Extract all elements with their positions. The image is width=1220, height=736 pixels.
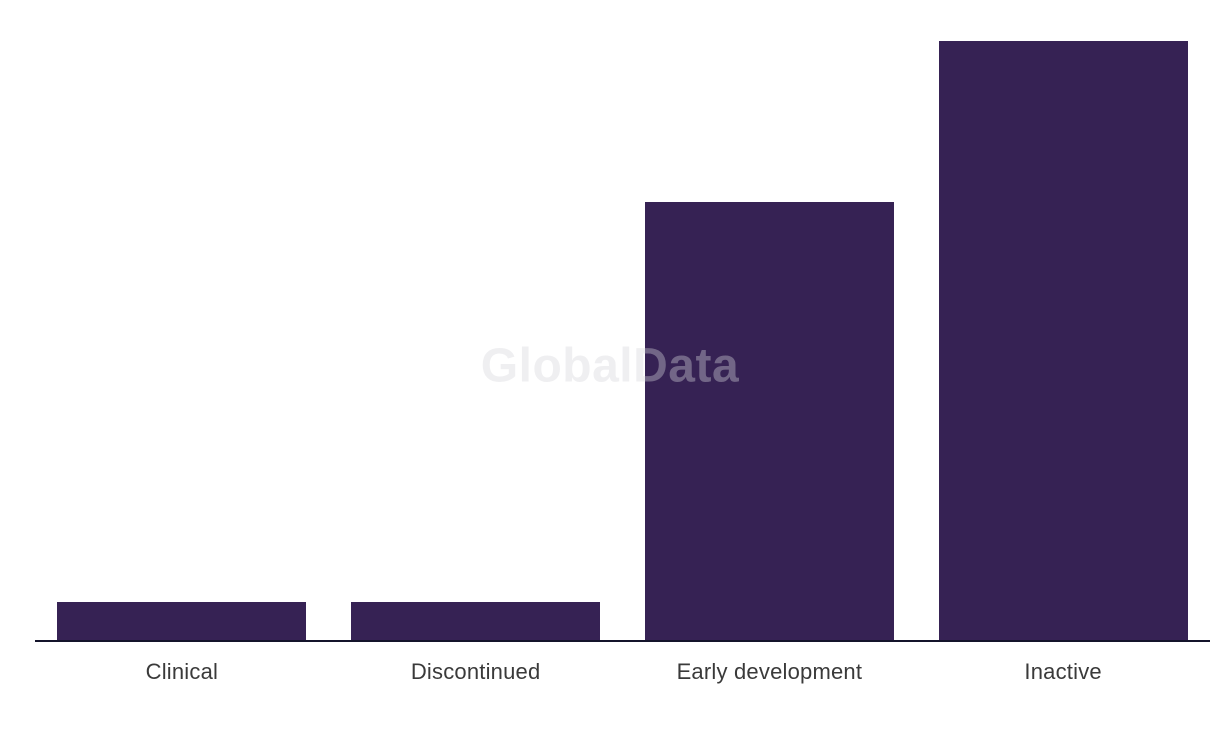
x-axis-line	[35, 640, 1210, 642]
bar-slot-discontinued	[329, 41, 623, 640]
bar-slot-inactive	[916, 41, 1210, 640]
bar-discontinued[interactable]	[351, 602, 601, 640]
bar-inactive[interactable]	[938, 41, 1188, 640]
x-axis-label-clinical: Clinical	[145, 659, 219, 684]
x-axis-label-inactive: Inactive	[1024, 659, 1102, 684]
bar-slot-early-development	[623, 41, 917, 640]
x-axis-labels: Clinical Discontinued Early development Ina…	[35, 659, 1210, 685]
x-axis-label-discontinued: Discontinued	[410, 659, 541, 684]
x-axis-label-early-development: Early development	[676, 659, 863, 684]
bar-clinical[interactable]	[57, 602, 307, 640]
bar-slot-clinical	[35, 41, 329, 640]
plot-area	[35, 41, 1210, 640]
bar-early-development[interactable]	[644, 202, 894, 640]
